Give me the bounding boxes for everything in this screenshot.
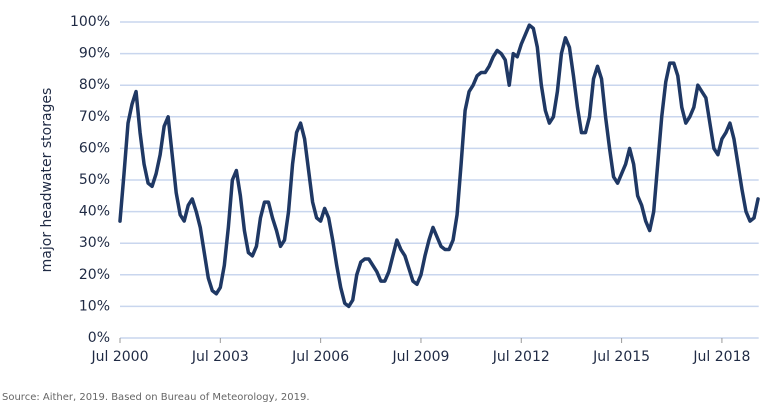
y-tick-label: 20%	[79, 267, 110, 283]
y-tick-label: 10%	[79, 298, 110, 314]
y-tick-label: 0%	[88, 330, 110, 346]
y-tick-label: 80%	[79, 77, 110, 93]
source-note: Source: Aither, 2019. Based on Bureau of…	[2, 392, 310, 403]
data-line	[118, 23, 760, 309]
y-tick-label: 50%	[79, 172, 110, 188]
x-tick-label: Jul 2012	[492, 349, 550, 365]
x-tick-label: Jul 2018	[692, 349, 750, 365]
y-tick-label: 30%	[79, 235, 110, 251]
y-tick-label: 100%	[70, 14, 110, 30]
y-tick-label: 60%	[79, 140, 110, 156]
x-tick-label: Jul 2006	[291, 349, 349, 365]
y-tick-label: 40%	[79, 204, 110, 220]
x-tick-label: Jul 2015	[592, 349, 650, 365]
x-tick-label: Jul 2009	[391, 349, 449, 365]
y-tick-label: 90%	[79, 46, 110, 62]
x-tick-label: Jul 2000	[91, 349, 149, 365]
y-axis-title: major headwater storages	[39, 88, 55, 273]
x-tick-label: Jul 2003	[191, 349, 249, 365]
y-tick-label: 70%	[79, 109, 110, 125]
